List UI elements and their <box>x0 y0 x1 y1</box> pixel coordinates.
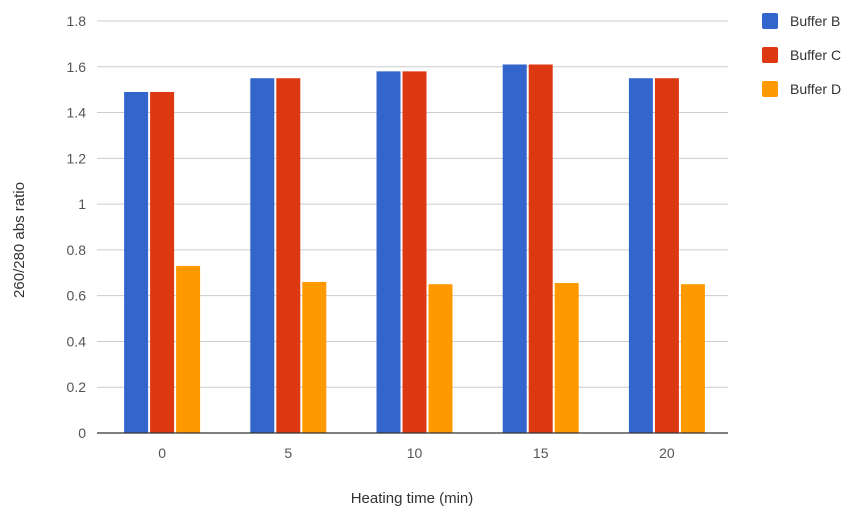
y-tick-label: 1 <box>78 196 86 212</box>
y-tick-label: 1.8 <box>67 13 87 29</box>
bar-buffer-d <box>302 281 327 433</box>
bar-buffer-b <box>250 78 275 433</box>
legend-swatch <box>762 13 778 29</box>
y-axis-title: 260/280 abs ratio <box>11 182 28 298</box>
bar-buffer-c <box>150 91 175 433</box>
legend-label: Buffer D <box>790 81 841 97</box>
legend-label: Buffer C <box>790 47 841 63</box>
legend-swatch <box>762 47 778 63</box>
bar-buffer-d <box>554 283 579 433</box>
legend-swatch <box>762 81 778 97</box>
bar-buffer-c <box>402 71 427 433</box>
x-tick-label: 5 <box>284 445 292 461</box>
x-tick-label: 0 <box>158 445 166 461</box>
y-tick-label: 1.2 <box>67 150 87 166</box>
bar-buffer-b <box>124 91 149 433</box>
bar-buffer-b <box>628 78 653 433</box>
y-tick-label: 0 <box>78 425 86 441</box>
bar-buffer-d <box>176 265 201 433</box>
y-tick-label: 1.6 <box>67 59 87 75</box>
y-tick-label: 0.8 <box>67 242 87 258</box>
bars <box>124 64 705 433</box>
bar-buffer-c <box>528 64 553 433</box>
x-tick-label: 20 <box>659 445 675 461</box>
bar-buffer-d <box>680 284 705 433</box>
bar-buffer-c <box>654 78 679 433</box>
x-tick-label: 10 <box>407 445 423 461</box>
x-axis-title: Heating time (min) <box>351 490 474 507</box>
x-tick-label: 15 <box>533 445 549 461</box>
x-tick-labels: 0 5 10 15 20 <box>158 445 675 461</box>
y-tick-label: 0.6 <box>67 288 87 304</box>
y-tick-label: 0.2 <box>67 379 87 395</box>
bar-buffer-d <box>428 284 453 433</box>
legend-label: Buffer B <box>790 13 840 29</box>
bar-buffer-b <box>502 64 527 433</box>
y-tick-label: 0.4 <box>67 333 87 349</box>
y-tick-labels: 0 0.2 0.4 0.6 0.8 1 1.2 1.4 1.6 1.8 <box>67 13 87 441</box>
legend: Buffer B Buffer C Buffer D <box>762 13 841 97</box>
bar-buffer-b <box>376 71 401 433</box>
y-tick-label: 1.4 <box>67 105 87 121</box>
bar-buffer-c <box>276 78 301 433</box>
